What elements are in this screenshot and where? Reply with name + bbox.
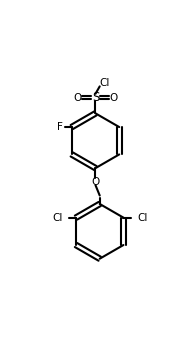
Text: O: O [109,93,117,102]
Text: Cl: Cl [137,213,147,223]
Text: S: S [92,91,99,104]
Text: O: O [74,93,82,102]
Text: F: F [57,122,63,132]
Text: Cl: Cl [52,213,62,223]
Text: Cl: Cl [100,78,110,88]
Text: O: O [91,177,100,187]
